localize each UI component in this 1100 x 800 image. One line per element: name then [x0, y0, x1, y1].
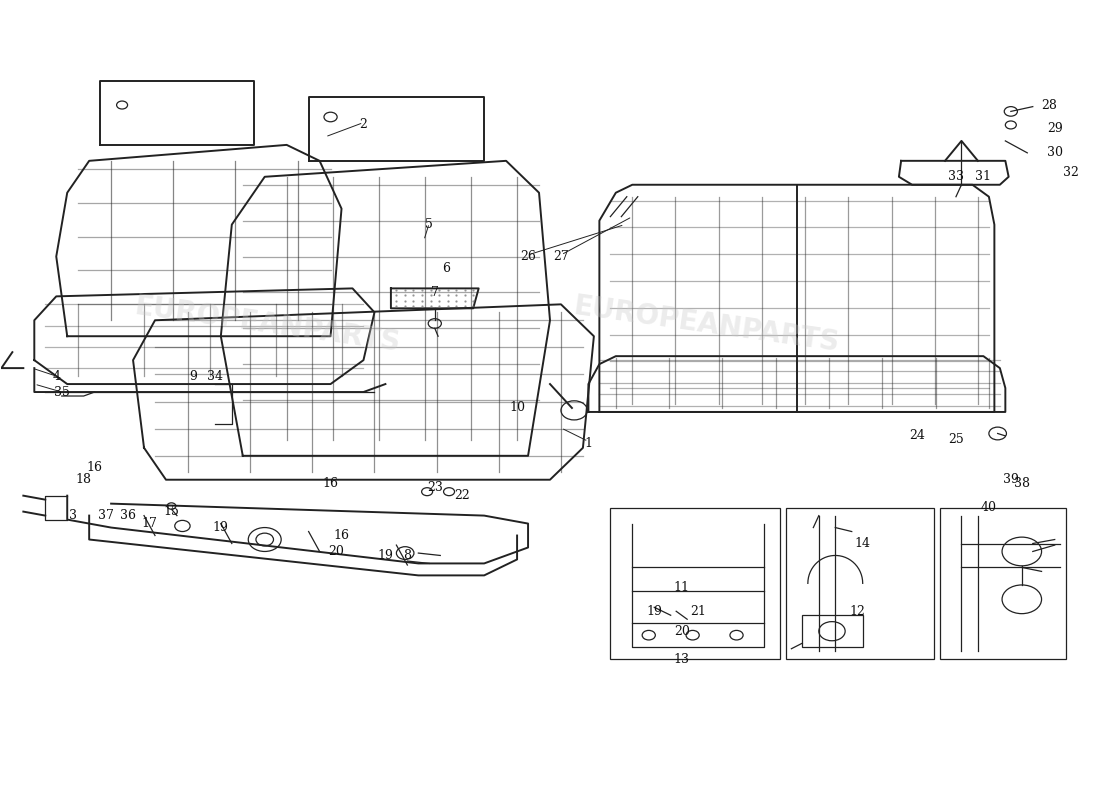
Text: 26: 26 [520, 250, 536, 263]
Text: 3: 3 [68, 509, 77, 522]
Text: 25: 25 [948, 434, 964, 446]
Text: 21: 21 [690, 605, 706, 618]
Text: 24: 24 [910, 430, 925, 442]
Text: 34: 34 [207, 370, 223, 382]
Text: 16: 16 [333, 529, 350, 542]
Text: 19: 19 [647, 605, 662, 618]
Text: 8: 8 [404, 549, 411, 562]
Text: 19: 19 [213, 521, 229, 534]
Text: 1: 1 [584, 438, 593, 450]
Text: 11: 11 [673, 581, 690, 594]
Text: 20: 20 [328, 545, 344, 558]
Text: 16: 16 [87, 462, 102, 474]
Text: 28: 28 [1042, 98, 1057, 111]
Bar [939, 508, 1066, 659]
Text: 23: 23 [427, 481, 442, 494]
Text: 18: 18 [76, 474, 91, 486]
Text: 4: 4 [53, 370, 60, 382]
Text: 7: 7 [431, 286, 439, 299]
Text: EUROPEANPARTS: EUROPEANPARTS [572, 292, 842, 357]
Text: 22: 22 [454, 489, 470, 502]
Text: 35: 35 [54, 386, 69, 398]
Text: EUROPEANPARTS: EUROPEANPARTS [133, 292, 403, 357]
Text: 15: 15 [164, 505, 179, 518]
Text: 30: 30 [1047, 146, 1063, 159]
Text: 38: 38 [1014, 478, 1030, 490]
Text: 2: 2 [360, 118, 367, 131]
Text: 31: 31 [976, 170, 991, 183]
Text: 13: 13 [673, 653, 690, 666]
Text: 19: 19 [377, 549, 394, 562]
Text: 20: 20 [673, 625, 690, 638]
Text: 5: 5 [426, 218, 433, 231]
Text: 40: 40 [981, 501, 997, 514]
Bar [610, 508, 780, 659]
Text: 39: 39 [1003, 474, 1019, 486]
Text: 6: 6 [442, 262, 450, 275]
Text: 33: 33 [948, 170, 964, 183]
Text: 32: 32 [1064, 166, 1079, 179]
Bar [802, 615, 862, 647]
Bar [785, 508, 934, 659]
Text: 9: 9 [189, 370, 197, 382]
Text: 29: 29 [1047, 122, 1063, 135]
Text: 17: 17 [142, 517, 157, 530]
Text: 27: 27 [553, 250, 569, 263]
Text: 12: 12 [849, 605, 866, 618]
Text: 36: 36 [120, 509, 135, 522]
Text: 10: 10 [509, 402, 525, 414]
Text: 16: 16 [322, 478, 339, 490]
Text: 37: 37 [98, 509, 113, 522]
Text: 14: 14 [855, 537, 871, 550]
